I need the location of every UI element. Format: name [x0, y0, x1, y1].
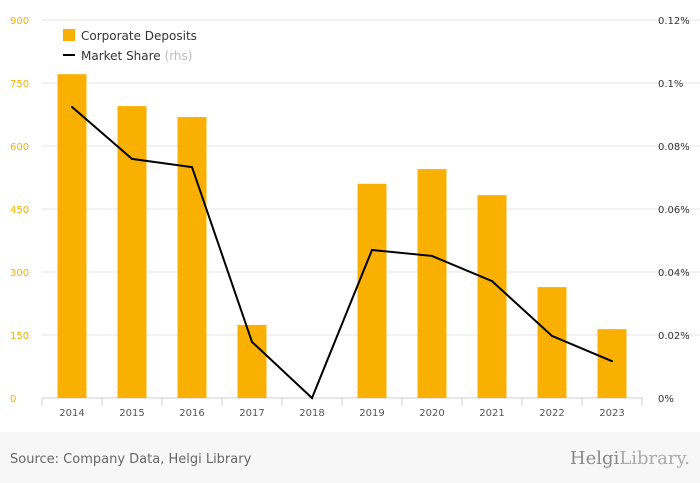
legend-swatch-bars	[63, 29, 75, 41]
line-point-2023	[611, 360, 613, 363]
left-tick-label: 0	[10, 394, 16, 405]
left-tick-label: 450	[10, 205, 29, 216]
left-tick-label: 300	[10, 268, 29, 279]
line-point-2016	[191, 166, 193, 169]
right-tick-label: 0.12%	[658, 16, 690, 27]
footer	[0, 432, 700, 483]
bar-2023	[597, 329, 627, 398]
line-point-2018	[311, 397, 313, 399]
x-tick-label: 2019	[359, 408, 384, 419]
right-tick-label: 0%	[658, 394, 674, 405]
x-tick-label: 2023	[599, 408, 624, 419]
helgi-library-logo[interactable]: HelgiLibrary.	[570, 448, 690, 469]
logo-text-b: Library.	[619, 448, 690, 469]
x-tick-label: 2020	[419, 408, 444, 419]
bar-2015	[117, 106, 147, 398]
line-point-2022	[551, 334, 553, 337]
line-point-2015	[131, 157, 133, 160]
x-tick-label: 2014	[59, 408, 84, 419]
line-point-2017	[251, 340, 253, 343]
bar-2014	[57, 74, 87, 399]
line-point-2019	[371, 248, 373, 251]
bar-2020	[417, 169, 447, 398]
bar-2019	[357, 183, 387, 398]
bar-2017	[237, 324, 267, 398]
x-tick-label: 2022	[539, 408, 564, 419]
x-tick-label: 2018	[299, 408, 324, 419]
x-tick-label: 2016	[179, 408, 204, 419]
line-point-2020	[431, 254, 433, 257]
x-tick-label: 2017	[239, 408, 264, 419]
left-tick-label: 600	[10, 142, 29, 153]
line-point-2014	[71, 105, 73, 108]
bar-2016	[177, 117, 207, 399]
left-tick-label: 150	[10, 331, 29, 342]
legend-label-line: Market Share (rhs)	[81, 49, 192, 63]
legend-label-bars: Corporate Deposits	[81, 29, 197, 43]
line-point-2021	[491, 280, 493, 283]
right-tick-label: 0.04%	[658, 268, 690, 279]
legend-rhs-note: (rhs)	[165, 49, 193, 63]
bar-2021	[477, 195, 507, 398]
left-tick-label: 750	[10, 79, 29, 90]
chart-svg: 0 0% 150 0.02% 300 0.04% 450 0.06% 600 0.08% 750 0.…	[10, 16, 700, 419]
right-tick-label: 0.1%	[658, 79, 683, 90]
x-tick-label: 2015	[119, 408, 144, 419]
market-share-line	[71, 106, 613, 400]
bar-2022	[537, 287, 567, 398]
x-tick-label: 2021	[479, 408, 504, 419]
source-text: Source: Company Data, Helgi Library	[10, 452, 252, 467]
left-tick-label: 900	[10, 16, 29, 27]
right-tick-label: 0.02%	[658, 331, 690, 342]
right-tick-label: 0.06%	[658, 205, 690, 216]
logo-text-a: Helgi	[569, 448, 620, 469]
right-tick-label: 0.08%	[658, 142, 690, 153]
